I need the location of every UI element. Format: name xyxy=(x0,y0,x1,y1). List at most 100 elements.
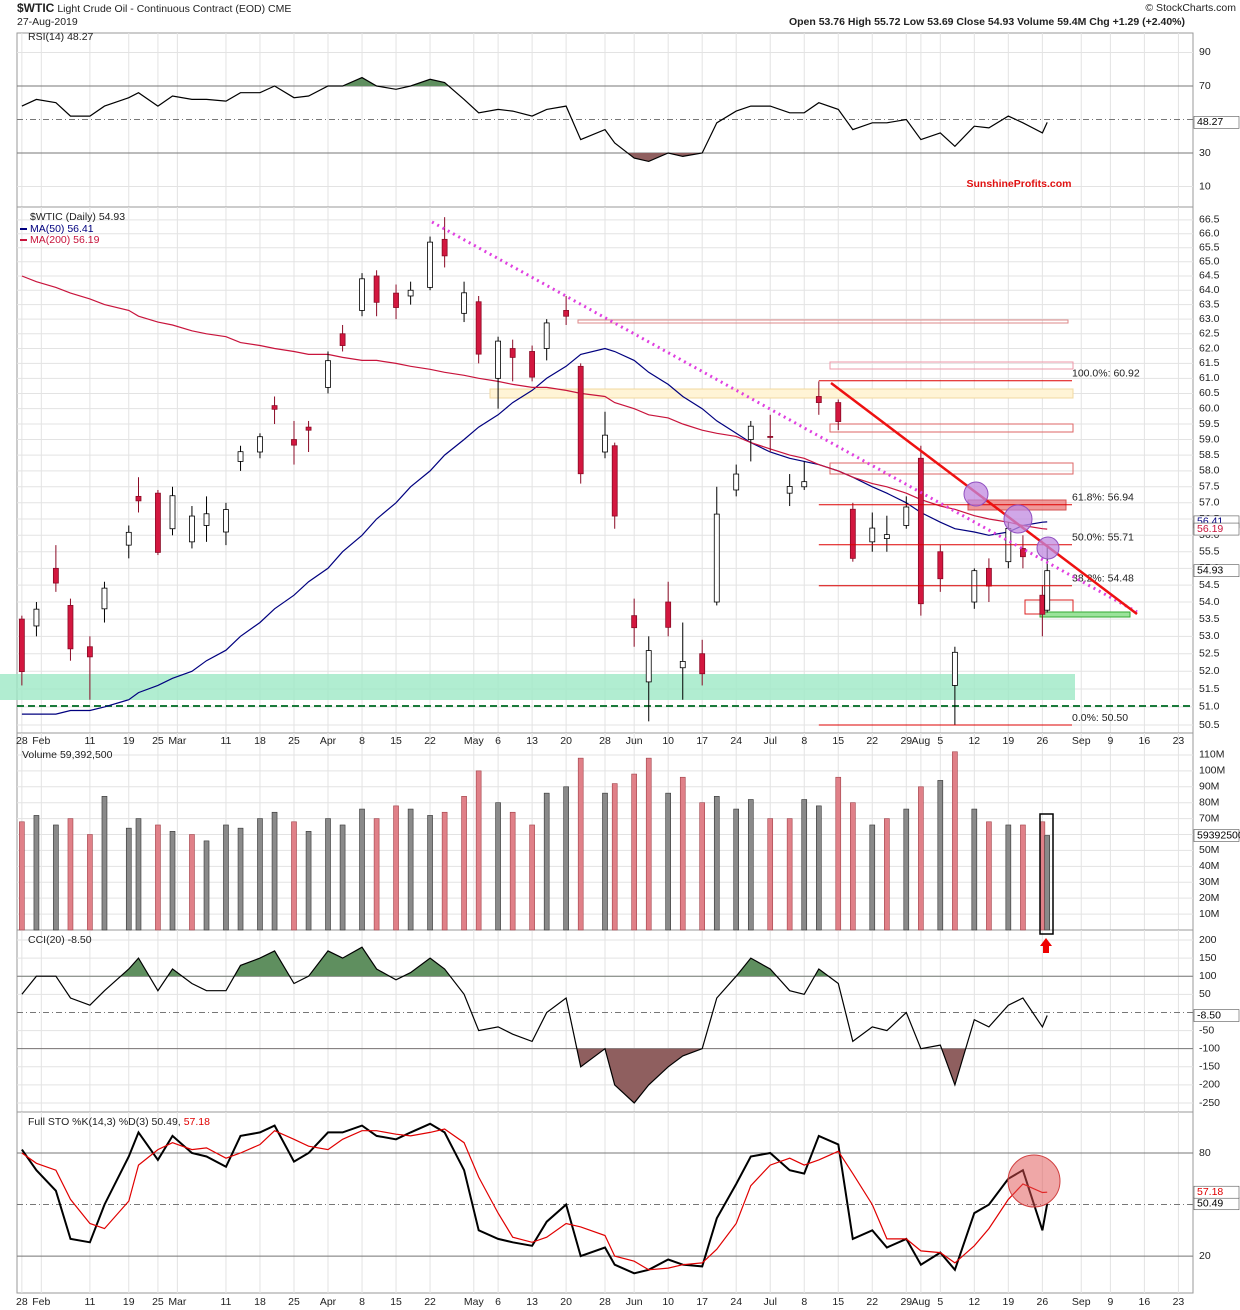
x-tick-label: Sep xyxy=(1072,1296,1091,1308)
candle-body xyxy=(937,551,944,580)
x-tick-label: Aug xyxy=(912,735,931,747)
y-tick-label: 52.5 xyxy=(1199,647,1220,659)
x-tick-label: 9 xyxy=(1107,1296,1113,1308)
candle-body xyxy=(903,506,910,526)
candle-body xyxy=(563,310,570,317)
y-tick-label: 100 xyxy=(1199,970,1217,982)
volume-bar xyxy=(33,815,40,931)
y-tick-label: 100M xyxy=(1199,765,1225,777)
value-tag xyxy=(1193,1009,1240,1022)
symbol: $WTIC xyxy=(17,1,55,15)
y-tick-label: 80 xyxy=(1199,1147,1211,1159)
volume-bar xyxy=(786,818,793,931)
y-tick-label: 55.5 xyxy=(1199,546,1220,558)
x-tick-label: 29 xyxy=(900,1296,912,1308)
volume-bar xyxy=(767,818,774,931)
candle-body xyxy=(33,608,40,627)
volume-bar xyxy=(155,824,161,931)
volume-bar xyxy=(461,796,467,931)
candle-body xyxy=(101,587,108,610)
value-tag-label: 50.49 xyxy=(1197,1198,1223,1210)
candle-body xyxy=(325,360,331,388)
candle-body xyxy=(135,495,142,502)
x-tick-label: 6 xyxy=(495,735,501,747)
x-tick-label: 11 xyxy=(221,1296,232,1308)
y-tick-label: 63.5 xyxy=(1199,298,1220,310)
candle-body xyxy=(18,618,25,673)
volume-bar xyxy=(441,811,448,931)
candle-body xyxy=(679,661,686,669)
volume-bar xyxy=(679,776,686,931)
x-tick-label: 16 xyxy=(1139,735,1151,747)
volume-bar xyxy=(53,824,59,931)
x-tick-label: 6 xyxy=(495,1296,501,1308)
x-tick-label: Feb xyxy=(32,1296,50,1308)
y-tick-label: 58.0 xyxy=(1199,465,1220,477)
y-tick-label: 30M xyxy=(1199,876,1219,888)
legend-label: MA(50) 56.41 xyxy=(30,223,94,235)
candle-body xyxy=(602,434,608,453)
y-tick-label: 80M xyxy=(1199,796,1219,808)
candle-body xyxy=(849,508,856,559)
moving-average xyxy=(21,347,1048,715)
y-tick-label: 60.0 xyxy=(1199,402,1220,414)
volume-bar xyxy=(733,808,740,931)
candle-body xyxy=(125,531,132,546)
y-tick-label: 90M xyxy=(1199,781,1219,793)
value-tag-label: 54.93 xyxy=(1197,564,1223,576)
y-tick-label: 70 xyxy=(1199,80,1211,92)
x-tick-label: 15 xyxy=(390,735,402,747)
title-part: Full STO %K(14,3) %D(3) 50.49, xyxy=(28,1116,181,1128)
y-tick-label: 66.0 xyxy=(1199,228,1220,240)
x-tick-label: 15 xyxy=(832,1296,844,1308)
volume-bar xyxy=(495,802,501,931)
volume-bar xyxy=(952,751,958,931)
value-tag-label: 48.27 xyxy=(1197,116,1223,128)
fib-label: 50.0%: 55.71 xyxy=(1072,532,1134,544)
x-tick-label: 28 xyxy=(599,1296,611,1308)
x-tick-label: 17 xyxy=(696,735,708,747)
moving-average xyxy=(21,275,1048,530)
watermark: SunshineProfits.com xyxy=(966,178,1071,190)
x-tick-label: 25 xyxy=(152,735,164,747)
value-tag xyxy=(1193,829,1240,842)
y-tick-label: 61.5 xyxy=(1199,357,1220,369)
x-tick-label: 24 xyxy=(730,1296,742,1308)
value-tag-label: -8.50 xyxy=(1197,1009,1221,1021)
volume-bar xyxy=(509,811,516,931)
candle-body xyxy=(203,513,210,526)
oversold-fill xyxy=(21,1048,1048,1103)
support-zone xyxy=(0,674,1075,700)
indicator-line xyxy=(21,946,1048,1104)
x-tick-label: 8 xyxy=(801,735,807,747)
candle-body xyxy=(223,509,229,533)
y-tick-label: 54.0 xyxy=(1199,596,1220,608)
volume-bar xyxy=(665,792,671,931)
volume-bar xyxy=(257,818,263,931)
volume-bar xyxy=(189,834,195,931)
gap-box xyxy=(577,319,1069,324)
volume-bar xyxy=(203,840,210,931)
fib-label: 61.8%: 56.94 xyxy=(1072,492,1134,504)
volume-bar xyxy=(937,780,944,931)
candle-body xyxy=(1020,548,1026,558)
candle-body xyxy=(189,515,195,543)
volume-bar xyxy=(359,808,365,931)
candle-body xyxy=(699,653,706,675)
value-tag-label: 57.18 xyxy=(1197,1186,1223,1198)
candle-body xyxy=(733,473,740,491)
highlight-circle xyxy=(1003,504,1033,534)
volume-bar xyxy=(237,827,244,931)
highlight-circle xyxy=(1007,1154,1061,1208)
x-tick-label: 28 xyxy=(599,735,611,747)
legend-label: MA(200) 56.19 xyxy=(30,234,100,246)
volume-bar xyxy=(19,821,25,931)
gap-box xyxy=(829,462,1074,475)
gap-box xyxy=(829,423,1074,433)
overbought-fill xyxy=(36,947,829,977)
x-tick-label: Apr xyxy=(320,1296,337,1308)
fib-label: 38.2%: 54.48 xyxy=(1072,573,1134,585)
y-tick-label: 50M xyxy=(1199,844,1219,856)
candle-body xyxy=(359,278,365,311)
x-tick-label: 11 xyxy=(221,735,232,747)
